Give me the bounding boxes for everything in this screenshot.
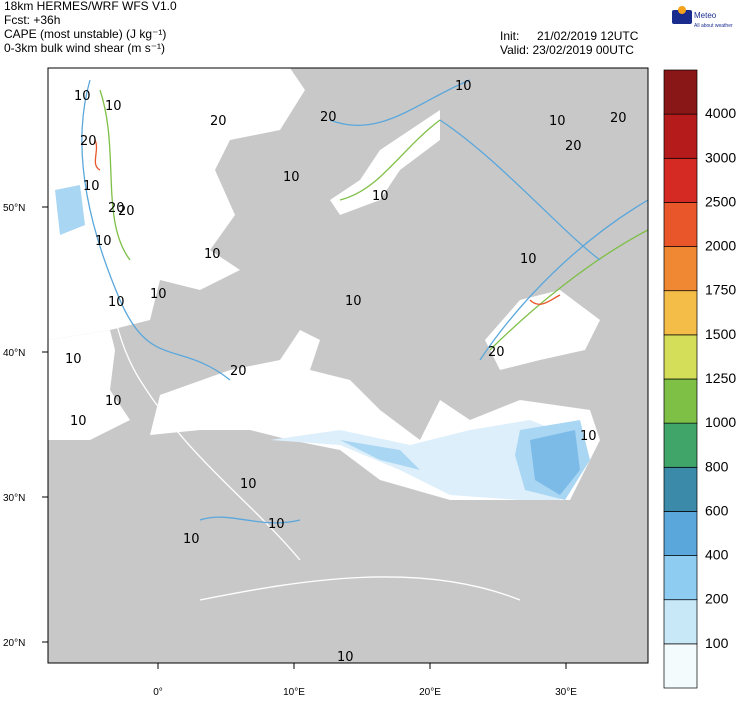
colorbar-label: 600: [705, 502, 729, 518]
contour-label: 10: [108, 295, 125, 310]
colorbar-box: [663, 643, 698, 689]
lat-label: 40°N: [3, 348, 25, 359]
colorbar-box: [663, 157, 698, 203]
contour-label: 10: [204, 247, 221, 262]
colorbar-label: 2500: [705, 193, 736, 209]
contour-label: 10: [183, 532, 200, 547]
init-label: Init:: [500, 29, 519, 43]
contour-label: 10: [74, 89, 91, 104]
contour-label: 10: [268, 517, 285, 532]
header-line: 18km HERMES/WRF WFS V1.0: [4, 0, 177, 13]
lat-label: 20°N: [3, 638, 25, 649]
contour-label: 10: [150, 287, 167, 302]
contour-label: 20: [230, 364, 247, 379]
contour-label: 10: [520, 252, 537, 267]
contour-label: 10: [455, 79, 472, 94]
logo-name: Meteo: [694, 11, 717, 20]
colorbar-label: 3000: [705, 149, 736, 165]
logo-tagline: All about weather: [694, 23, 733, 29]
contour-label: 10: [580, 429, 597, 444]
colorbar-label: 1000: [705, 414, 736, 430]
colorbar-box: [663, 555, 698, 601]
colorbar-label: 1250: [705, 370, 736, 386]
contour-label: 10: [65, 352, 82, 367]
lon-label: 10°E: [283, 687, 305, 698]
contour-label: 10: [70, 414, 87, 429]
contour-label: 20: [565, 139, 582, 154]
colorbar-label: 1750: [705, 282, 736, 298]
valid: Valid: 23/02/2019 00UTC: [500, 43, 634, 57]
colorbar-box: [663, 290, 698, 336]
contour-label: 10: [105, 394, 122, 409]
contour-label: 10: [95, 234, 112, 249]
colorbar-label: 400: [705, 547, 729, 563]
map: [48, 68, 648, 663]
colorbar-box: [663, 202, 698, 247]
contour-label: 20: [320, 110, 337, 125]
contour-label: 20: [118, 204, 135, 219]
contour-label: 10: [337, 650, 354, 665]
contour-label: 20: [210, 114, 227, 129]
contour-label: 10: [83, 179, 100, 194]
lat-label: 30°N: [3, 493, 25, 504]
contour-label: 10: [345, 294, 362, 309]
colorbar-box: [663, 69, 698, 115]
lat-label: 50°N: [3, 203, 25, 214]
lon-label: 20°E: [419, 687, 441, 698]
colorbar-label: 2000: [705, 238, 736, 254]
header-line: CAPE (most unstable) (J kg⁻¹): [4, 27, 166, 41]
lon-label: 30°E: [555, 687, 577, 698]
header-line: Fcst: +36h: [4, 13, 60, 27]
colorbar-box: [663, 334, 698, 380]
colorbar-label: 1500: [705, 326, 736, 342]
colorbar-label: 800: [705, 458, 729, 474]
contour-label: 10: [105, 99, 122, 114]
contour-label: 10: [549, 114, 566, 129]
colorbar-box: [663, 246, 698, 292]
contour-label: 20: [80, 134, 97, 149]
map-frame: [47, 67, 649, 664]
contour-label: 20: [108, 201, 125, 216]
colorbar-box: [663, 599, 698, 645]
contour-label: 10: [372, 189, 389, 204]
logo-dot: [678, 6, 686, 14]
contour-label: 10: [283, 170, 300, 185]
contour-label: 10: [240, 477, 257, 492]
contour-label: 20: [610, 111, 627, 126]
init: 21/02/2019 12UTC: [537, 29, 639, 43]
colorbar-label: 4000: [705, 105, 736, 121]
contour-label: 20: [488, 345, 505, 360]
lon-label: 0°: [153, 687, 163, 698]
header-line: 0-3km bulk wind shear (m s⁻¹): [4, 41, 165, 55]
colorbar-box: [663, 378, 698, 424]
colorbar-label: 100: [705, 635, 729, 651]
colorbar-box: [663, 511, 698, 556]
colorbar-box: [663, 113, 698, 159]
colorbar-box: [663, 466, 698, 512]
logo-mark: [672, 10, 692, 24]
colorbar-label: 200: [705, 591, 729, 607]
colorbar-box: [663, 422, 698, 468]
